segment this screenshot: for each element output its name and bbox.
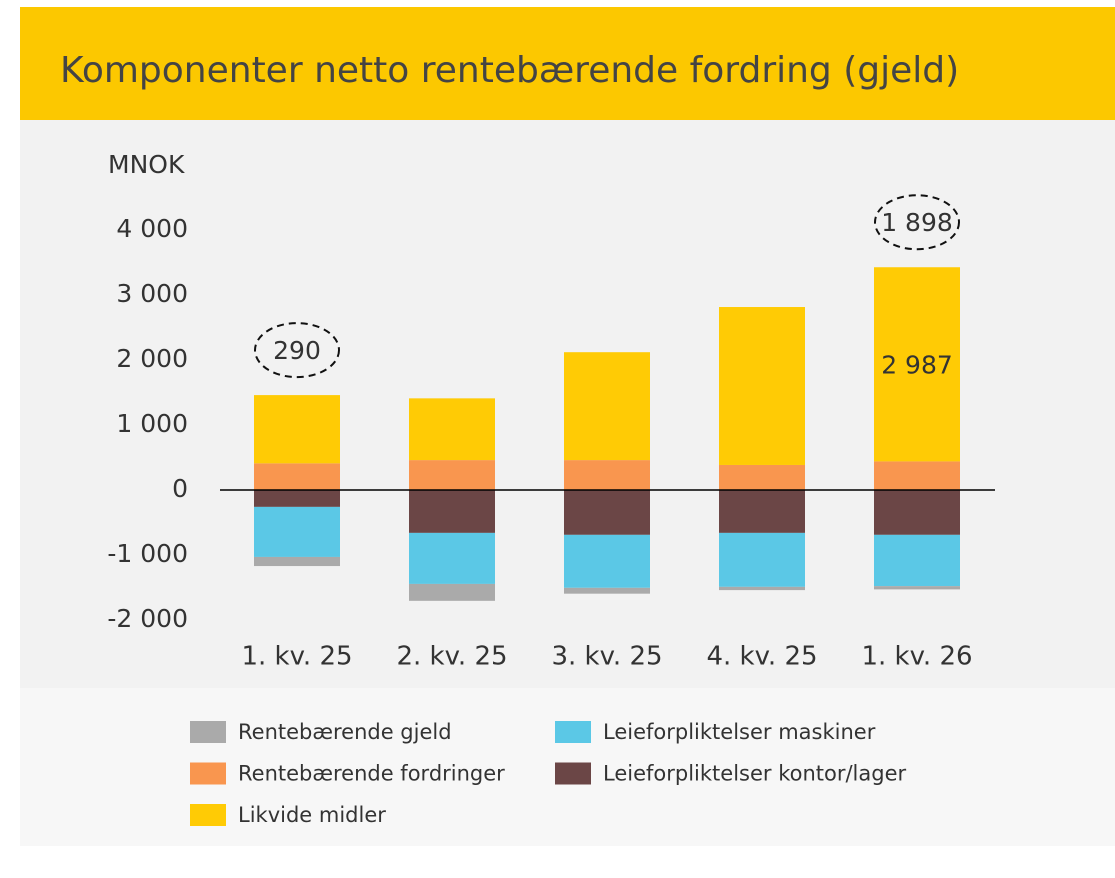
y-tick-label: 2 000 xyxy=(116,344,188,373)
bar-segment xyxy=(409,460,495,490)
legend-swatch xyxy=(555,762,591,785)
y-tick-label: 1 000 xyxy=(116,409,188,438)
bar-segment xyxy=(874,461,960,490)
legend-label: Leieforpliktelser maskiner xyxy=(603,720,876,744)
bar-segment xyxy=(409,583,495,601)
y-tick-label: 3 000 xyxy=(116,279,188,308)
header-band xyxy=(20,7,1115,120)
legend-swatch xyxy=(190,804,226,826)
bar-segment xyxy=(564,352,650,461)
bar-segment xyxy=(874,534,960,587)
x-tick-label: 3. kv. 25 xyxy=(551,642,662,672)
bar-segment xyxy=(254,490,340,507)
bar-segment xyxy=(719,586,805,591)
legend-swatch xyxy=(555,721,591,743)
x-tick-label: 1. kv. 26 xyxy=(861,642,972,672)
chart-title: Komponenter netto rentebærende fordring … xyxy=(60,50,959,91)
bar-segment xyxy=(564,534,650,588)
x-tick-label: 1. kv. 25 xyxy=(241,642,352,672)
bar-segment xyxy=(564,587,650,594)
y-tick-label: -2 000 xyxy=(107,604,188,633)
annotation: 290 xyxy=(273,336,321,365)
bar-segment xyxy=(409,532,495,584)
bar-segment xyxy=(409,490,495,533)
x-tick-label: 2. kv. 25 xyxy=(396,642,507,672)
bar-segment xyxy=(719,307,805,465)
legend-label: Rentebærende fordringer xyxy=(238,762,505,786)
y-tick-label: 0 xyxy=(172,474,188,503)
y-tick-label: -1 000 xyxy=(107,539,188,568)
bar-segment xyxy=(254,506,340,557)
bar-segment xyxy=(564,490,650,535)
bar-segment xyxy=(564,460,650,490)
bar-segment xyxy=(719,464,805,490)
bar-segment xyxy=(254,556,340,567)
legend-label: Likvide midler xyxy=(238,803,386,827)
y-axis-label: MNOK xyxy=(108,150,185,179)
legend-label: Rentebærende gjeld xyxy=(238,720,452,744)
legend-label: Leieforpliktelser kontor/lager xyxy=(603,762,907,786)
bar-segment xyxy=(409,398,495,461)
x-tick-label: 4. kv. 25 xyxy=(706,642,817,672)
bar-segment xyxy=(719,532,805,587)
y-tick-label: 4 000 xyxy=(116,214,188,243)
annotation-circle xyxy=(254,322,340,379)
bar-segment xyxy=(874,267,960,462)
legend-swatch xyxy=(190,721,226,743)
annotation: 1 898 xyxy=(881,208,953,237)
bar-segment xyxy=(874,586,960,590)
bar-segment xyxy=(874,490,960,535)
bar-segment xyxy=(254,395,340,464)
bar-segment xyxy=(254,463,340,490)
legend-swatch xyxy=(190,762,226,785)
bar-segment xyxy=(719,490,805,533)
annotation-circle xyxy=(874,194,960,251)
data-label: 2 987 xyxy=(881,350,953,379)
